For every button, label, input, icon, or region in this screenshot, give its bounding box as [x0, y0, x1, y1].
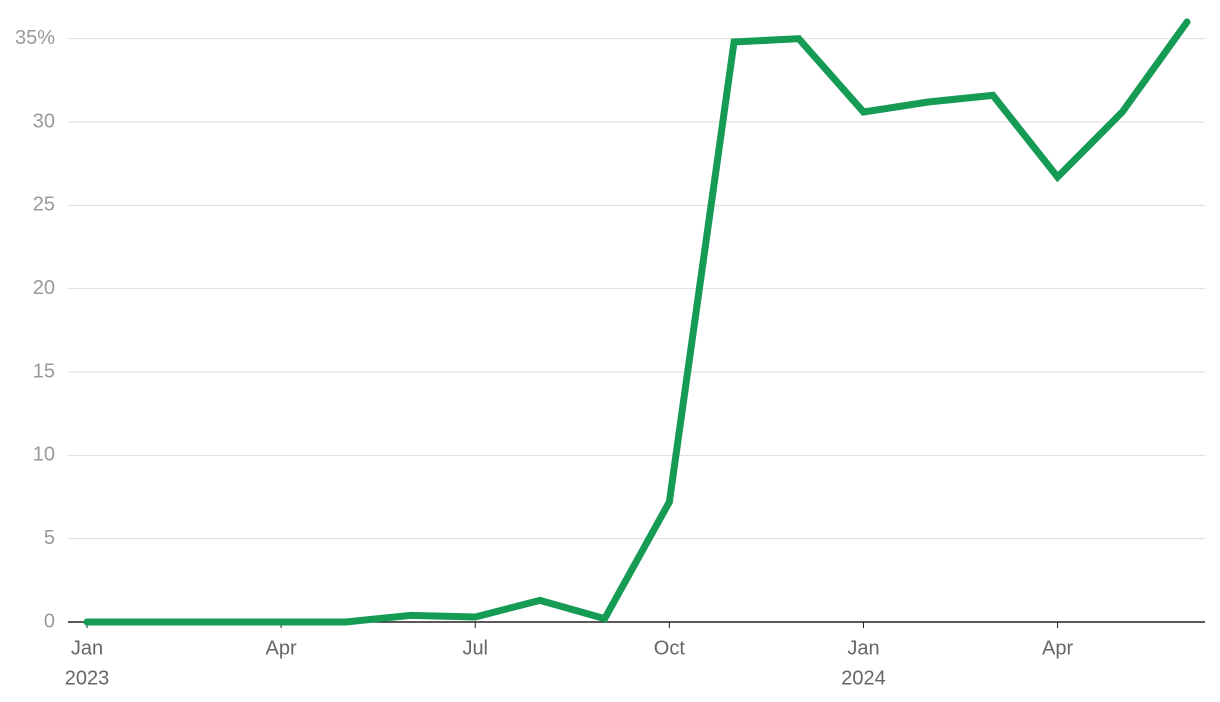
y-tick-label: 5	[44, 527, 55, 549]
x-tick-label: Apr	[1042, 637, 1073, 659]
x-tick-label: Jan	[71, 637, 103, 659]
y-tick-label: 10	[33, 444, 55, 466]
y-tick-label: 15	[33, 360, 55, 382]
line	[83, 18, 1191, 626]
x-tick-year: 2023	[65, 667, 110, 689]
x-tick-label: Oct	[654, 637, 686, 659]
y-tick-label: 30	[33, 110, 55, 132]
x-tick-year: 2024	[841, 667, 886, 689]
x-tick-label: Jan	[847, 637, 879, 659]
x-tick-label: Apr	[266, 637, 297, 659]
y-tick-label: 35%	[15, 27, 55, 49]
y-tick-label: 20	[33, 277, 55, 299]
x-tick-label: Jul	[462, 637, 488, 659]
y-tick-label: 0	[44, 610, 55, 632]
y-tick-label: 25	[33, 194, 55, 216]
